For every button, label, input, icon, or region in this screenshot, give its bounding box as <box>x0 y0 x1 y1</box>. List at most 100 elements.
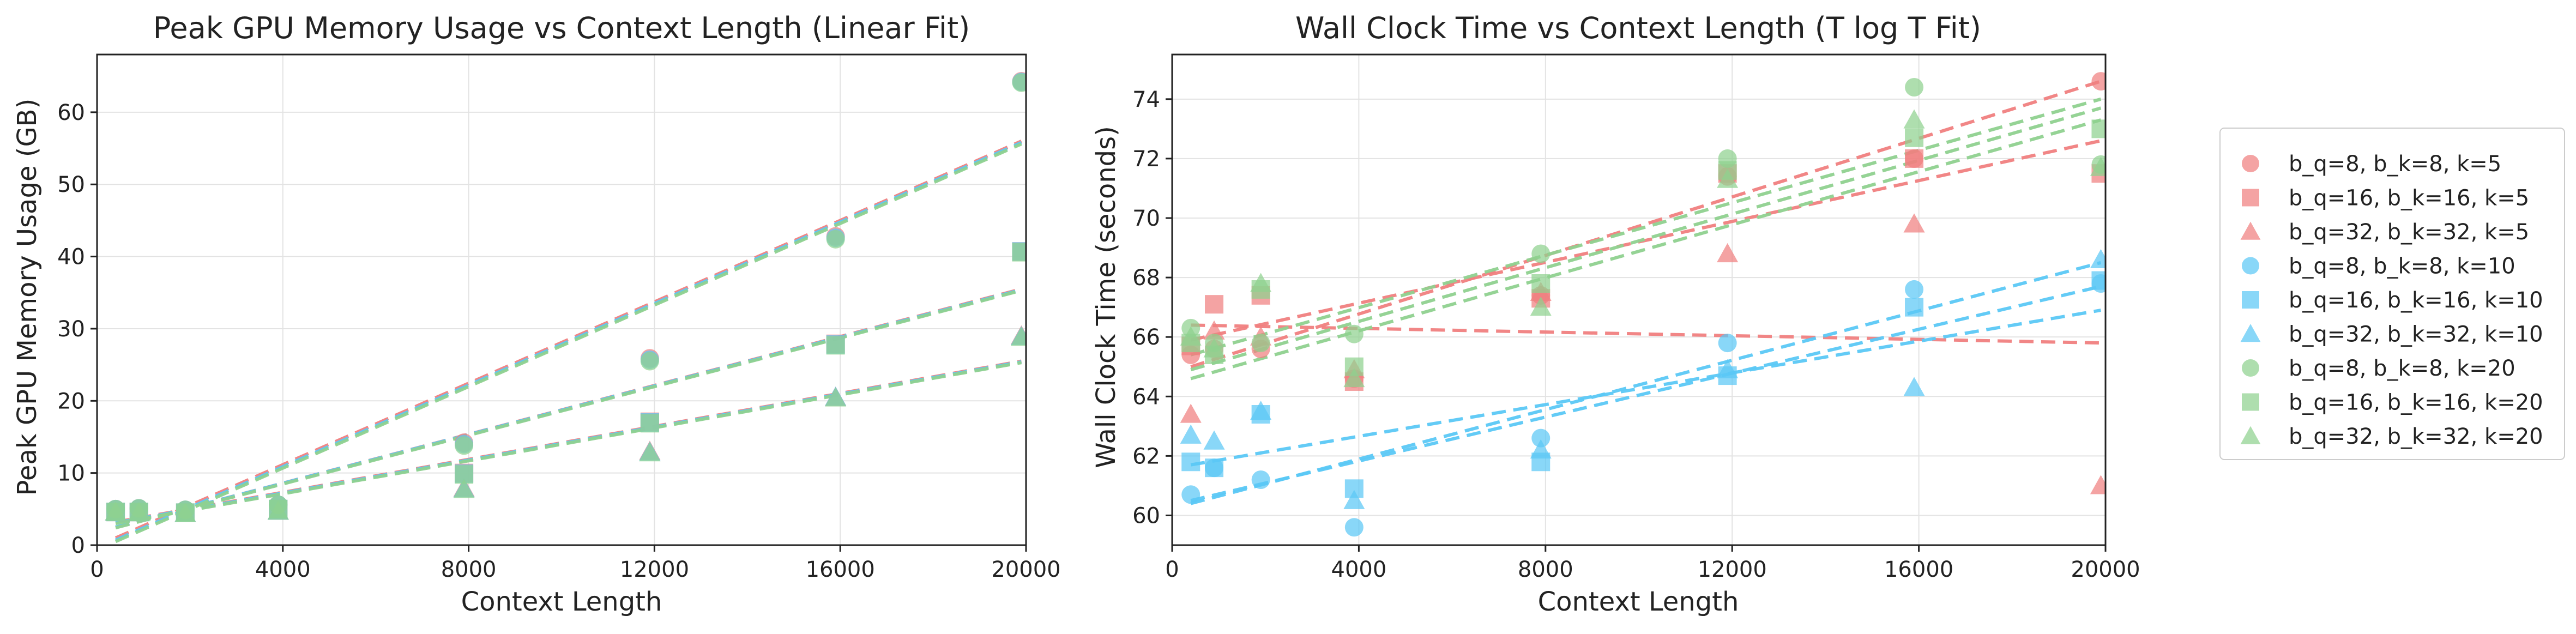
legend-label: b_q=16, b_k=16, k=10 <box>2289 288 2543 313</box>
y-tick-label: 30 <box>57 317 85 342</box>
legend-marker <box>2240 426 2261 444</box>
data-point <box>826 336 845 355</box>
data-point <box>2090 156 2106 176</box>
y-tick-label: 62 <box>1132 444 1160 469</box>
fit-line <box>1190 118 2102 381</box>
data-point <box>1205 458 1224 478</box>
fit-line <box>1190 285 2102 503</box>
legend-item: b_q=16, b_k=16, k=10 <box>2242 288 2543 313</box>
fit-line <box>1190 309 2101 467</box>
y-tick-label: 60 <box>57 100 85 125</box>
data-point <box>1344 518 1364 537</box>
data-point <box>128 502 150 522</box>
data-point <box>640 352 659 371</box>
memory-chart-ylabel: Peak GPU Memory Usage (GB) <box>12 99 43 496</box>
memory-chart-title: Peak GPU Memory Usage vs Context Length … <box>153 11 970 45</box>
legend-marker <box>2242 359 2259 377</box>
data-point <box>826 230 845 249</box>
y-tick-label: 72 <box>1132 147 1160 172</box>
data-point <box>1012 243 1026 262</box>
data-point <box>2091 119 2106 138</box>
fit-line <box>1190 106 2102 372</box>
legend-marker <box>2242 189 2259 207</box>
x-tick-label: 16000 <box>806 557 875 582</box>
legend-item: b_q=8, b_k=8, k=10 <box>2242 254 2515 279</box>
data-point <box>1180 326 1202 346</box>
y-tick-label: 40 <box>57 245 85 270</box>
data-point <box>1251 470 1270 489</box>
data-point <box>1203 338 1225 358</box>
fit-line <box>1190 139 2102 342</box>
legend-label: b_q=32, b_k=32, k=20 <box>2289 424 2543 449</box>
data-point <box>1251 334 1270 353</box>
legend-label: b_q=8, b_k=8, k=5 <box>2289 152 2501 177</box>
legend-marker <box>2242 393 2259 411</box>
data-point <box>2090 249 2106 269</box>
legend-marker <box>2240 221 2261 240</box>
data-point <box>1531 428 1551 448</box>
data-point <box>1530 439 1552 459</box>
x-tick-label: 16000 <box>1884 557 1953 582</box>
x-tick-label: 12000 <box>1698 557 1767 582</box>
data-point <box>639 442 661 462</box>
y-tick-label: 0 <box>71 533 85 558</box>
data-point <box>1717 359 1739 378</box>
y-tick-label: 60 <box>1132 503 1160 528</box>
fit-line <box>114 140 1022 540</box>
legend: b_q=8, b_k=8, k=5 b_q=16, b_k=16, k=5 b_q=… <box>2219 128 2565 460</box>
data-point <box>1903 213 1925 233</box>
legend-item: b_q=32, b_k=32, k=5 <box>2240 220 2529 245</box>
legend-marker <box>2242 257 2259 275</box>
data-point <box>1905 298 1924 317</box>
x-tick-label: 20000 <box>2071 557 2140 582</box>
legend-label: b_q=16, b_k=16, k=5 <box>2289 186 2529 211</box>
data-point <box>1530 297 1552 316</box>
data-point <box>1203 430 1225 450</box>
legend-label: b_q=8, b_k=8, k=20 <box>2289 356 2515 381</box>
y-tick-label: 66 <box>1132 325 1160 350</box>
data-point <box>1180 424 1202 444</box>
x-tick-label: 12000 <box>620 557 689 582</box>
legend-label: b_q=16, b_k=16, k=20 <box>2289 390 2543 415</box>
time-axes-frame <box>1171 53 2107 546</box>
time-plot-area <box>1180 72 2106 537</box>
data-point <box>1205 295 1224 314</box>
fit-line <box>1190 80 2102 369</box>
legend-label: b_q=8, b_k=8, k=10 <box>2289 254 2515 279</box>
legend-marker <box>2242 155 2259 172</box>
legend-marker <box>2240 324 2261 342</box>
time-chart-ylabel: Wall Clock Time (seconds) <box>1091 126 1121 468</box>
legend-item: b_q=32, b_k=32, k=10 <box>2240 322 2543 347</box>
time-chart: Wall Clock Time vs Context Length (T log… <box>1091 11 2140 617</box>
x-tick-label: 8000 <box>441 557 497 582</box>
data-point <box>2091 72 2106 91</box>
data-point <box>1718 334 1737 353</box>
data-point <box>825 387 847 407</box>
time-chart-xlabel: Context Length <box>1538 587 1739 617</box>
memory-chart-xlabel: Context Length <box>461 587 662 617</box>
legend-item: b_q=8, b_k=8, k=20 <box>2242 356 2515 381</box>
legend-label: b_q=32, b_k=32, k=5 <box>2289 220 2529 245</box>
legend-frame <box>2219 128 2565 460</box>
fit-line <box>1190 97 2102 357</box>
data-point <box>1343 367 1365 388</box>
data-point <box>1344 324 1364 343</box>
y-tick-label: 74 <box>1132 87 1160 112</box>
data-point <box>1343 490 1365 509</box>
data-point <box>1531 274 1551 293</box>
data-point <box>1180 403 1202 423</box>
data-point <box>455 436 474 455</box>
legend-item: b_q=16, b_k=16, k=5 <box>2242 186 2529 211</box>
data-point <box>1181 452 1200 472</box>
data-point <box>1903 109 1925 129</box>
data-point <box>105 501 126 521</box>
memory-chart: Peak GPU Memory Usage vs Context Length … <box>12 11 1061 617</box>
data-point <box>1905 128 1924 147</box>
x-tick-label: 4000 <box>255 557 311 582</box>
data-point <box>174 503 196 522</box>
y-tick-label: 50 <box>57 172 85 197</box>
data-point <box>267 500 289 520</box>
time-grid <box>1172 55 2106 545</box>
data-point <box>2091 271 2106 290</box>
legend-label: b_q=32, b_k=32, k=10 <box>2289 322 2543 347</box>
